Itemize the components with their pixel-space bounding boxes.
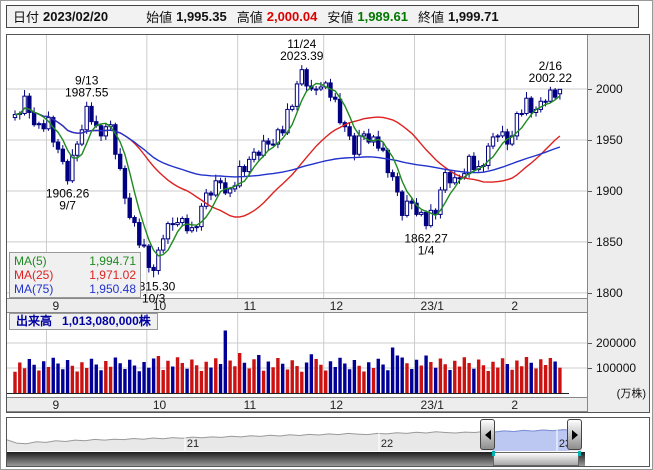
date-value: 2023/02/20 xyxy=(43,9,109,24)
svg-text:1906.26: 1906.26 xyxy=(46,187,90,201)
month-label: 11 xyxy=(243,299,257,313)
range-right-arrow-button[interactable] xyxy=(567,419,582,450)
svg-text:2/16: 2/16 xyxy=(539,59,563,73)
selection-right-tick xyxy=(578,451,581,456)
ma75-row: MA(75) 1,950.48 xyxy=(14,282,136,296)
svg-text:21: 21 xyxy=(187,438,199,450)
selection-left-tick xyxy=(492,451,495,456)
range-selection[interactable] xyxy=(495,419,567,450)
month-label: 12 xyxy=(329,299,344,313)
ma5-label: MA(5) xyxy=(14,254,47,268)
volume-unit-label: (万株) xyxy=(616,388,646,400)
open-label: 始値 xyxy=(146,10,173,25)
month-axis-top: 9 10 11 12 23/1 2 xyxy=(7,298,587,313)
range-scrollbar-thumb[interactable] xyxy=(493,452,579,466)
range-scrollbar[interactable] xyxy=(7,452,585,466)
svg-text:1862.27: 1862.27 xyxy=(404,231,448,245)
svg-text:1987.55: 1987.55 xyxy=(65,86,109,100)
month-label: 23/1 xyxy=(420,299,444,313)
chart-area: 2000 1950 1900 1850 1800 200000 100000 (万株) 9 10… xyxy=(6,34,650,413)
ma25-value: 1,971.02 xyxy=(89,268,136,282)
month-label: 23/1 xyxy=(420,398,444,412)
axis-tick-label: 1800 xyxy=(596,286,623,300)
month-label: 10 xyxy=(152,299,167,313)
ma-legend: MA(5) 1,994.71 MA(25) 1,971.02 MA(75) 1,… xyxy=(9,252,141,298)
svg-text:9/13: 9/13 xyxy=(75,74,99,88)
axis-tick xyxy=(588,293,592,294)
svg-text:11/24: 11/24 xyxy=(287,37,316,51)
axis-tick xyxy=(588,89,592,90)
ma25-row: MA(25) 1,971.02 xyxy=(14,268,136,282)
value-axis-column: 2000 1950 1900 1850 1800 200000 100000 (万株) xyxy=(587,35,649,412)
month-axis-bottom: 9 10 11 12 23/1 2 xyxy=(7,397,587,412)
ma75-label: MA(75) xyxy=(14,282,54,296)
volume-pane: 出来高 1,013,080,000株 xyxy=(7,313,587,397)
month-label: 10 xyxy=(152,398,167,412)
svg-text:9/7: 9/7 xyxy=(59,199,76,213)
volume-label: 出来高 1,013,080,000株 xyxy=(9,313,158,330)
volume-value: 1,013,080,000株 xyxy=(62,314,151,328)
axis-tick-label: 2000 xyxy=(596,82,623,96)
month-label: 11 xyxy=(243,398,257,412)
ma5-row: MA(5) 1,994.71 xyxy=(14,254,136,268)
date-label: 日付 xyxy=(13,10,40,25)
axis-tick-label: 200000 xyxy=(596,336,637,350)
axis-tick xyxy=(588,191,592,192)
axis-tick xyxy=(588,368,592,369)
low-label: 安値 xyxy=(327,10,354,25)
close-label: 終値 xyxy=(417,10,444,25)
axis-tick-label: 1900 xyxy=(596,184,623,198)
ohlc-header: 日付 2023/02/20 始値 1,995.35 高値 2,000.04 安値… xyxy=(6,5,639,28)
svg-text:2002.22: 2002.22 xyxy=(529,71,573,85)
right-triangle-icon xyxy=(571,429,578,440)
svg-text:1/4: 1/4 xyxy=(418,243,435,257)
svg-text:10/3: 10/3 xyxy=(142,291,166,305)
svg-text:2023.39: 2023.39 xyxy=(280,49,324,63)
axis-tick xyxy=(588,242,592,243)
range-navigator: 21 22 23 xyxy=(6,417,650,467)
axis-tick-label: 1950 xyxy=(596,133,623,147)
axis-tick xyxy=(588,343,592,344)
ma25-label: MA(25) xyxy=(14,268,54,282)
left-triangle-icon xyxy=(484,429,491,440)
month-label: 2 xyxy=(511,398,519,412)
volume-title: 出来高 xyxy=(16,314,53,328)
range-left-arrow-button[interactable] xyxy=(480,419,495,450)
high-value: 2,000.04 xyxy=(266,9,318,24)
month-label: 12 xyxy=(329,398,344,412)
month-label: 9 xyxy=(52,398,60,412)
axis-tick-label: 1850 xyxy=(596,235,623,249)
axis-tick-label: 100000 xyxy=(596,361,637,375)
month-label: 2 xyxy=(511,299,519,313)
close-value: 1,999.71 xyxy=(447,9,499,24)
axis-tick xyxy=(588,140,592,141)
month-label: 9 xyxy=(52,299,60,313)
volume-chart xyxy=(7,313,587,394)
svg-text:1815.30: 1815.30 xyxy=(132,279,176,293)
svg-text:22: 22 xyxy=(381,438,393,450)
high-label: 高値 xyxy=(236,10,263,25)
open-value: 1,995.35 xyxy=(176,9,227,24)
ma75-value: 1,950.48 xyxy=(89,282,136,296)
ma5-value: 1,994.71 xyxy=(89,254,136,268)
low-value: 1,989.61 xyxy=(357,9,408,24)
price-pane: 1906.26 9/7 9/13 1987.55 1815.30 10/3 11/24 202… xyxy=(7,35,587,305)
